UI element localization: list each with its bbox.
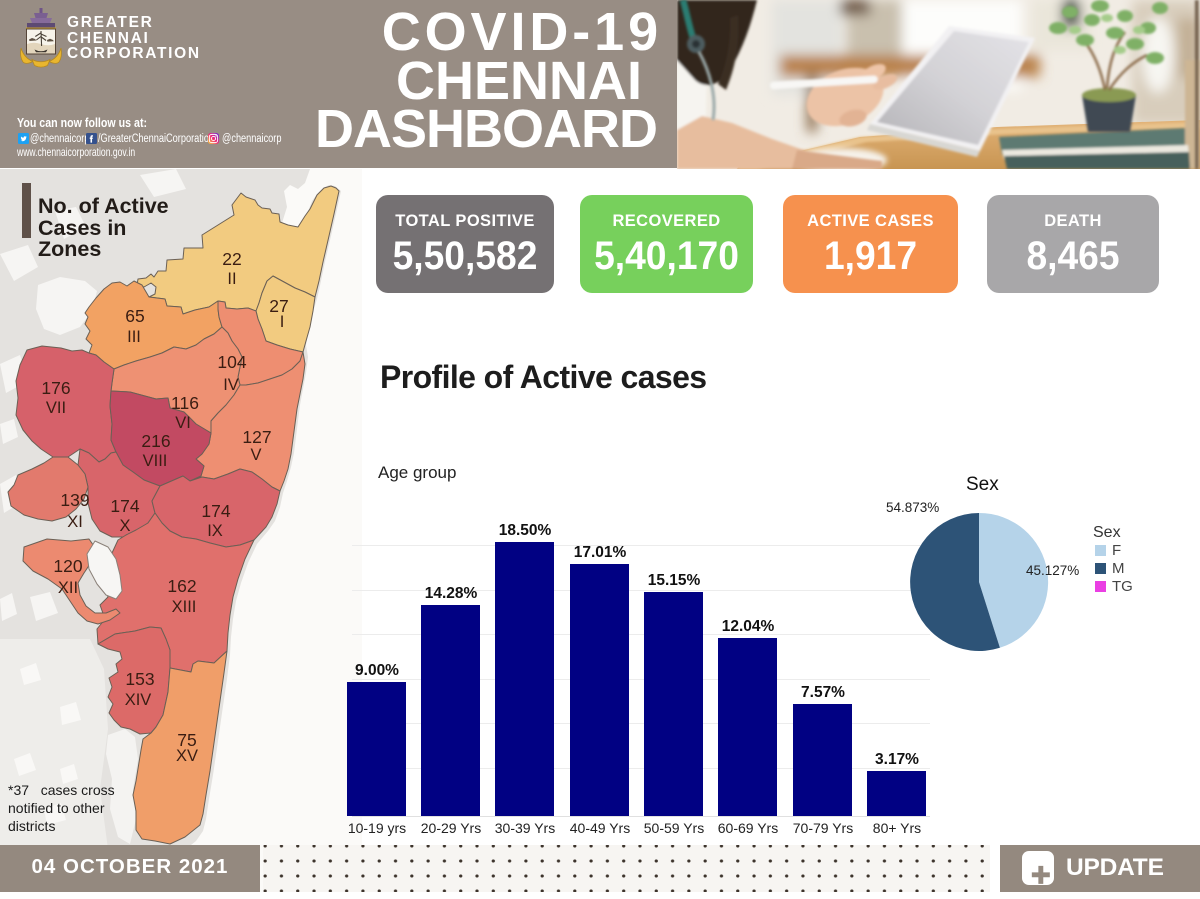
- svg-text:116: 116: [171, 393, 199, 413]
- svg-text:XIV: XIV: [125, 691, 152, 709]
- svg-text:120: 120: [53, 556, 82, 576]
- svg-text:65: 65: [125, 306, 144, 326]
- svg-text:127: 127: [242, 427, 271, 447]
- svg-text:III: III: [127, 328, 141, 346]
- svg-text:I: I: [280, 313, 285, 331]
- svg-text:162: 162: [167, 576, 196, 596]
- svg-text:174: 174: [110, 496, 139, 516]
- svg-text:X: X: [119, 517, 130, 535]
- svg-text:IX: IX: [207, 522, 223, 540]
- svg-text:VII: VII: [46, 399, 66, 417]
- svg-text:XIII: XIII: [172, 598, 197, 616]
- svg-text:IV: IV: [223, 376, 239, 394]
- svg-text:XI: XI: [67, 513, 83, 531]
- svg-text:27: 27: [269, 296, 288, 316]
- svg-text:216: 216: [141, 431, 170, 451]
- svg-text:75: 75: [177, 730, 196, 750]
- svg-text:174: 174: [201, 501, 230, 521]
- svg-text:153: 153: [125, 669, 154, 689]
- svg-text:22: 22: [222, 249, 241, 269]
- svg-text:139: 139: [60, 490, 89, 510]
- svg-text:VIII: VIII: [143, 452, 168, 470]
- svg-text:VI: VI: [175, 414, 191, 432]
- svg-text:104: 104: [217, 352, 246, 372]
- svg-text:II: II: [227, 270, 236, 288]
- svg-text:176: 176: [41, 378, 70, 398]
- svg-text:XII: XII: [58, 579, 78, 597]
- svg-text:V: V: [250, 446, 261, 464]
- svg-text:XV: XV: [176, 747, 198, 765]
